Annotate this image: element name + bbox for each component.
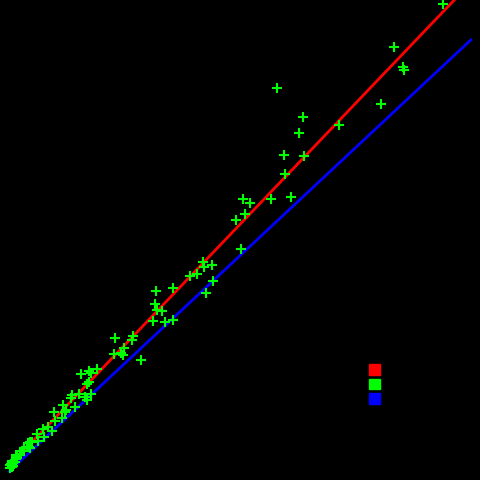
Legend: , , : , , <box>366 361 383 407</box>
